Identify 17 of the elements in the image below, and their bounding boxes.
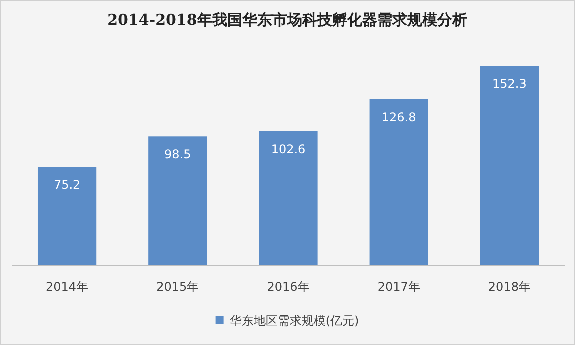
x-tick-label: 2017年 bbox=[378, 280, 420, 294]
x-tick-label: 2018年 bbox=[488, 280, 531, 294]
data-label: 75.2 bbox=[54, 178, 81, 192]
data-label: 126.8 bbox=[382, 110, 416, 124]
bar bbox=[38, 167, 97, 266]
data-label: 152.3 bbox=[492, 77, 527, 91]
x-tick-label: 2014年 bbox=[46, 280, 89, 294]
x-tick-label: 2015年 bbox=[156, 280, 200, 294]
bar bbox=[480, 66, 540, 266]
data-label: 98.5 bbox=[164, 148, 192, 162]
bar bbox=[259, 131, 318, 266]
data-label: 102.6 bbox=[271, 142, 306, 156]
bar bbox=[148, 136, 208, 266]
legend: 华东地区需求规模(亿元) bbox=[216, 314, 360, 328]
chart-title: 2014-2018年我国华东市场科技孵化器需求规模分析 bbox=[108, 11, 468, 29]
bar bbox=[370, 99, 428, 266]
x-tick-label: 2016年 bbox=[267, 280, 310, 294]
